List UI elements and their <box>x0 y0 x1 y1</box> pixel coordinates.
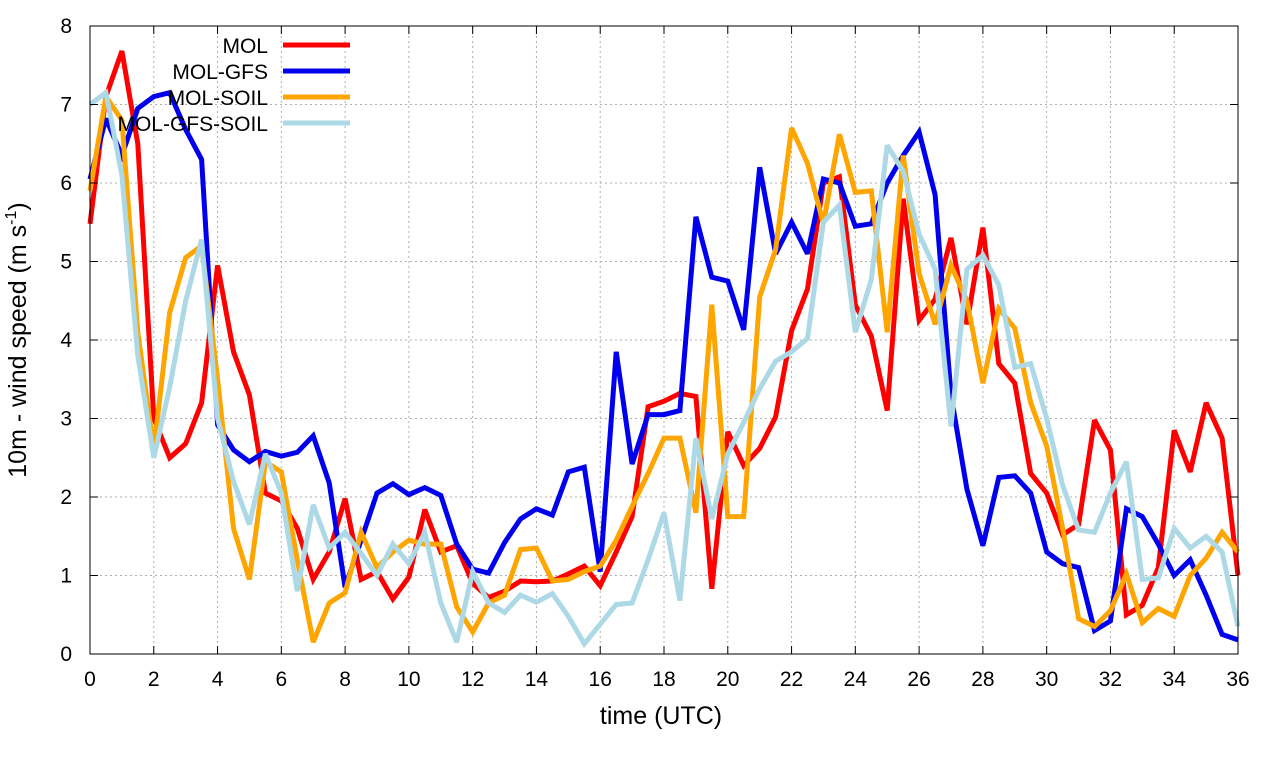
x-tick-label: 16 <box>589 668 612 691</box>
series-lines <box>87 50 1241 649</box>
y-tick-label: 4 <box>60 329 72 352</box>
series-line-mol-soil <box>87 90 1240 644</box>
y-tick-label: 1 <box>60 565 72 588</box>
x-tick-label: 12 <box>461 668 484 691</box>
y-tick-label: 2 <box>60 486 72 509</box>
y-tick-label: 6 <box>60 172 72 195</box>
x-tick-label: 18 <box>652 668 675 691</box>
y-tick-label: 0 <box>60 643 72 666</box>
y-axis-label: 10m - wind speed (m s-1) <box>3 202 32 477</box>
x-tick-label: 22 <box>780 668 803 691</box>
legend-label: MOL-GFS-SOIL <box>117 113 268 136</box>
x-tick-label: 34 <box>1163 668 1187 691</box>
x-tick-label: 14 <box>525 668 549 691</box>
y-axis-label-sup: -1 <box>3 211 20 225</box>
y-axis-ticks: 0 1 2 3 4 5 6 7 8 <box>60 15 1238 666</box>
y-tick-label: 7 <box>60 94 72 117</box>
x-tick-label: 6 <box>275 668 287 691</box>
y-tick-label: 8 <box>60 15 72 38</box>
legend-label: MOL <box>222 35 268 58</box>
x-tick-label: 26 <box>907 668 930 691</box>
x-tick-label: 4 <box>212 668 224 691</box>
series-line-mol-gfs <box>87 89 1239 643</box>
x-tick-label: 36 <box>1226 668 1249 691</box>
x-tick-label: 10 <box>397 668 420 691</box>
x-tick-label: 30 <box>1035 668 1058 691</box>
legend-label: MOL-GFS <box>172 61 268 84</box>
y-axis-label-close: ) <box>4 202 32 210</box>
x-axis-ticks: 0 2 4 6 8 10 12 14 16 18 20 22 24 26 28 30 32 34 36 <box>84 26 1250 691</box>
legend: MOL MOL-GFS MOL-SOIL MOL-GFS-SOIL <box>117 35 350 136</box>
x-axis-label: time (UTC) <box>600 702 722 730</box>
x-tick-label: 20 <box>716 668 739 691</box>
x-tick-label: 0 <box>84 668 96 691</box>
x-tick-label: 32 <box>1099 668 1122 691</box>
y-tick-label: 3 <box>60 408 72 431</box>
x-tick-label: 24 <box>844 668 868 691</box>
x-tick-label: 8 <box>339 668 351 691</box>
y-axis-label-main: 10m - wind speed (m s <box>4 225 32 478</box>
series-line-mol-gfs-soil <box>88 88 1241 649</box>
y-tick-label: 5 <box>60 251 72 274</box>
x-tick-label: 28 <box>971 668 994 691</box>
legend-label: MOL-SOIL <box>168 87 268 110</box>
x-tick-label: 2 <box>148 668 160 691</box>
